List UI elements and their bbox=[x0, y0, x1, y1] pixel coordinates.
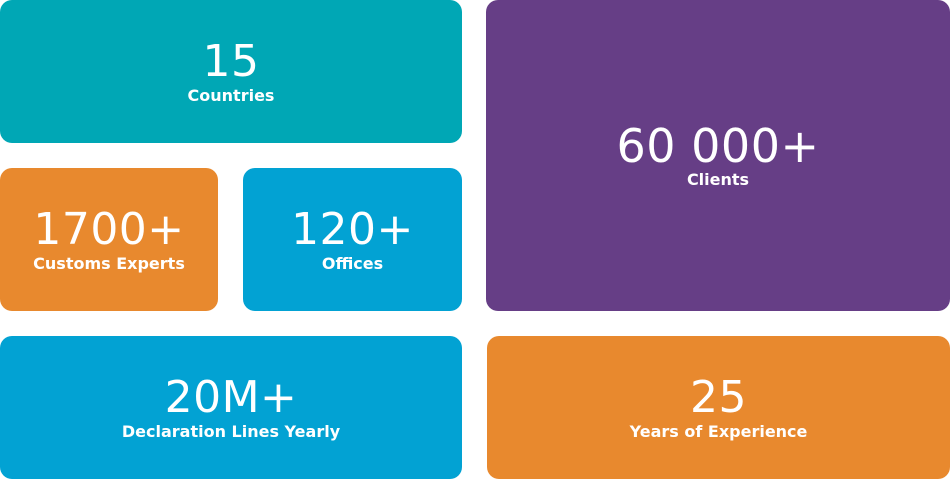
stat-value: 25 bbox=[690, 371, 747, 423]
stat-value: 120+ bbox=[291, 203, 414, 255]
stat-tile: 25 Years of Experience bbox=[487, 336, 950, 479]
stat-label: Countries bbox=[187, 85, 275, 105]
stat-label: Offices bbox=[321, 253, 384, 273]
stat-tile: 20M+ Declaration Lines Yearly bbox=[0, 336, 462, 479]
stat-value: 20M+ bbox=[164, 371, 298, 423]
stat-label: Years of Experience bbox=[629, 421, 808, 441]
stat-tile: 120+ Offices bbox=[243, 168, 462, 311]
stat-value: 15 bbox=[202, 35, 260, 87]
stat-value: 60 000+ bbox=[616, 118, 820, 173]
stat-tile: 1700+ Customs Experts bbox=[0, 168, 218, 311]
stat-label: Clients bbox=[686, 169, 750, 189]
stat-label: Customs Experts bbox=[33, 253, 185, 273]
stat-label: Declaration Lines Yearly bbox=[121, 421, 341, 441]
stat-tile: 60 000+ Clients bbox=[486, 0, 950, 311]
stat-value: 1700+ bbox=[33, 203, 185, 255]
stat-tile: 15 Countries bbox=[0, 0, 462, 143]
